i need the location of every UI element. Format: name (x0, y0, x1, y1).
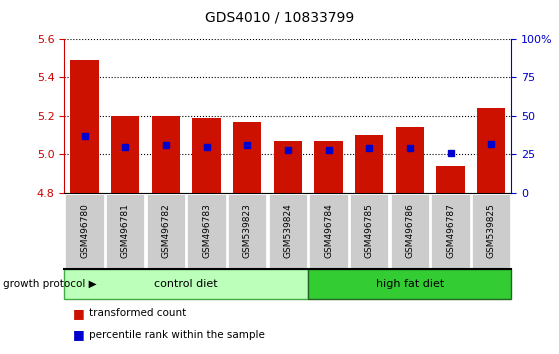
Text: GSM496783: GSM496783 (202, 204, 211, 258)
Bar (70, 60, 99, 193)
Text: GSM496781: GSM496781 (121, 204, 130, 258)
Text: GSM496782: GSM496782 (162, 204, 170, 258)
Text: transformed count: transformed count (89, 308, 187, 318)
Text: GSM496785: GSM496785 (364, 204, 374, 258)
Bar (355, 135, 383, 193)
Bar (314, 141, 343, 193)
Text: ■: ■ (73, 328, 84, 341)
Bar (111, 116, 140, 193)
Bar (151, 116, 180, 193)
Bar (192, 118, 221, 193)
Text: control diet: control diet (154, 279, 218, 289)
Text: GSM539825: GSM539825 (487, 204, 496, 258)
Text: GSM496784: GSM496784 (324, 204, 333, 258)
Text: GSM496787: GSM496787 (446, 204, 455, 258)
Text: high fat diet: high fat diet (376, 279, 444, 289)
Text: GSM496780: GSM496780 (80, 204, 89, 258)
Text: percentile rank within the sample: percentile rank within the sample (89, 330, 266, 339)
Text: ■: ■ (73, 307, 84, 320)
Bar (436, 166, 465, 193)
Text: GDS4010 / 10833799: GDS4010 / 10833799 (205, 11, 354, 25)
Bar (233, 122, 262, 193)
Bar (396, 127, 424, 193)
Text: growth protocol ▶: growth protocol ▶ (3, 279, 96, 289)
Text: GSM539823: GSM539823 (243, 204, 252, 258)
Bar (274, 141, 302, 193)
Bar (477, 108, 505, 193)
Text: GSM539824: GSM539824 (283, 204, 292, 258)
Text: GSM496786: GSM496786 (405, 204, 414, 258)
